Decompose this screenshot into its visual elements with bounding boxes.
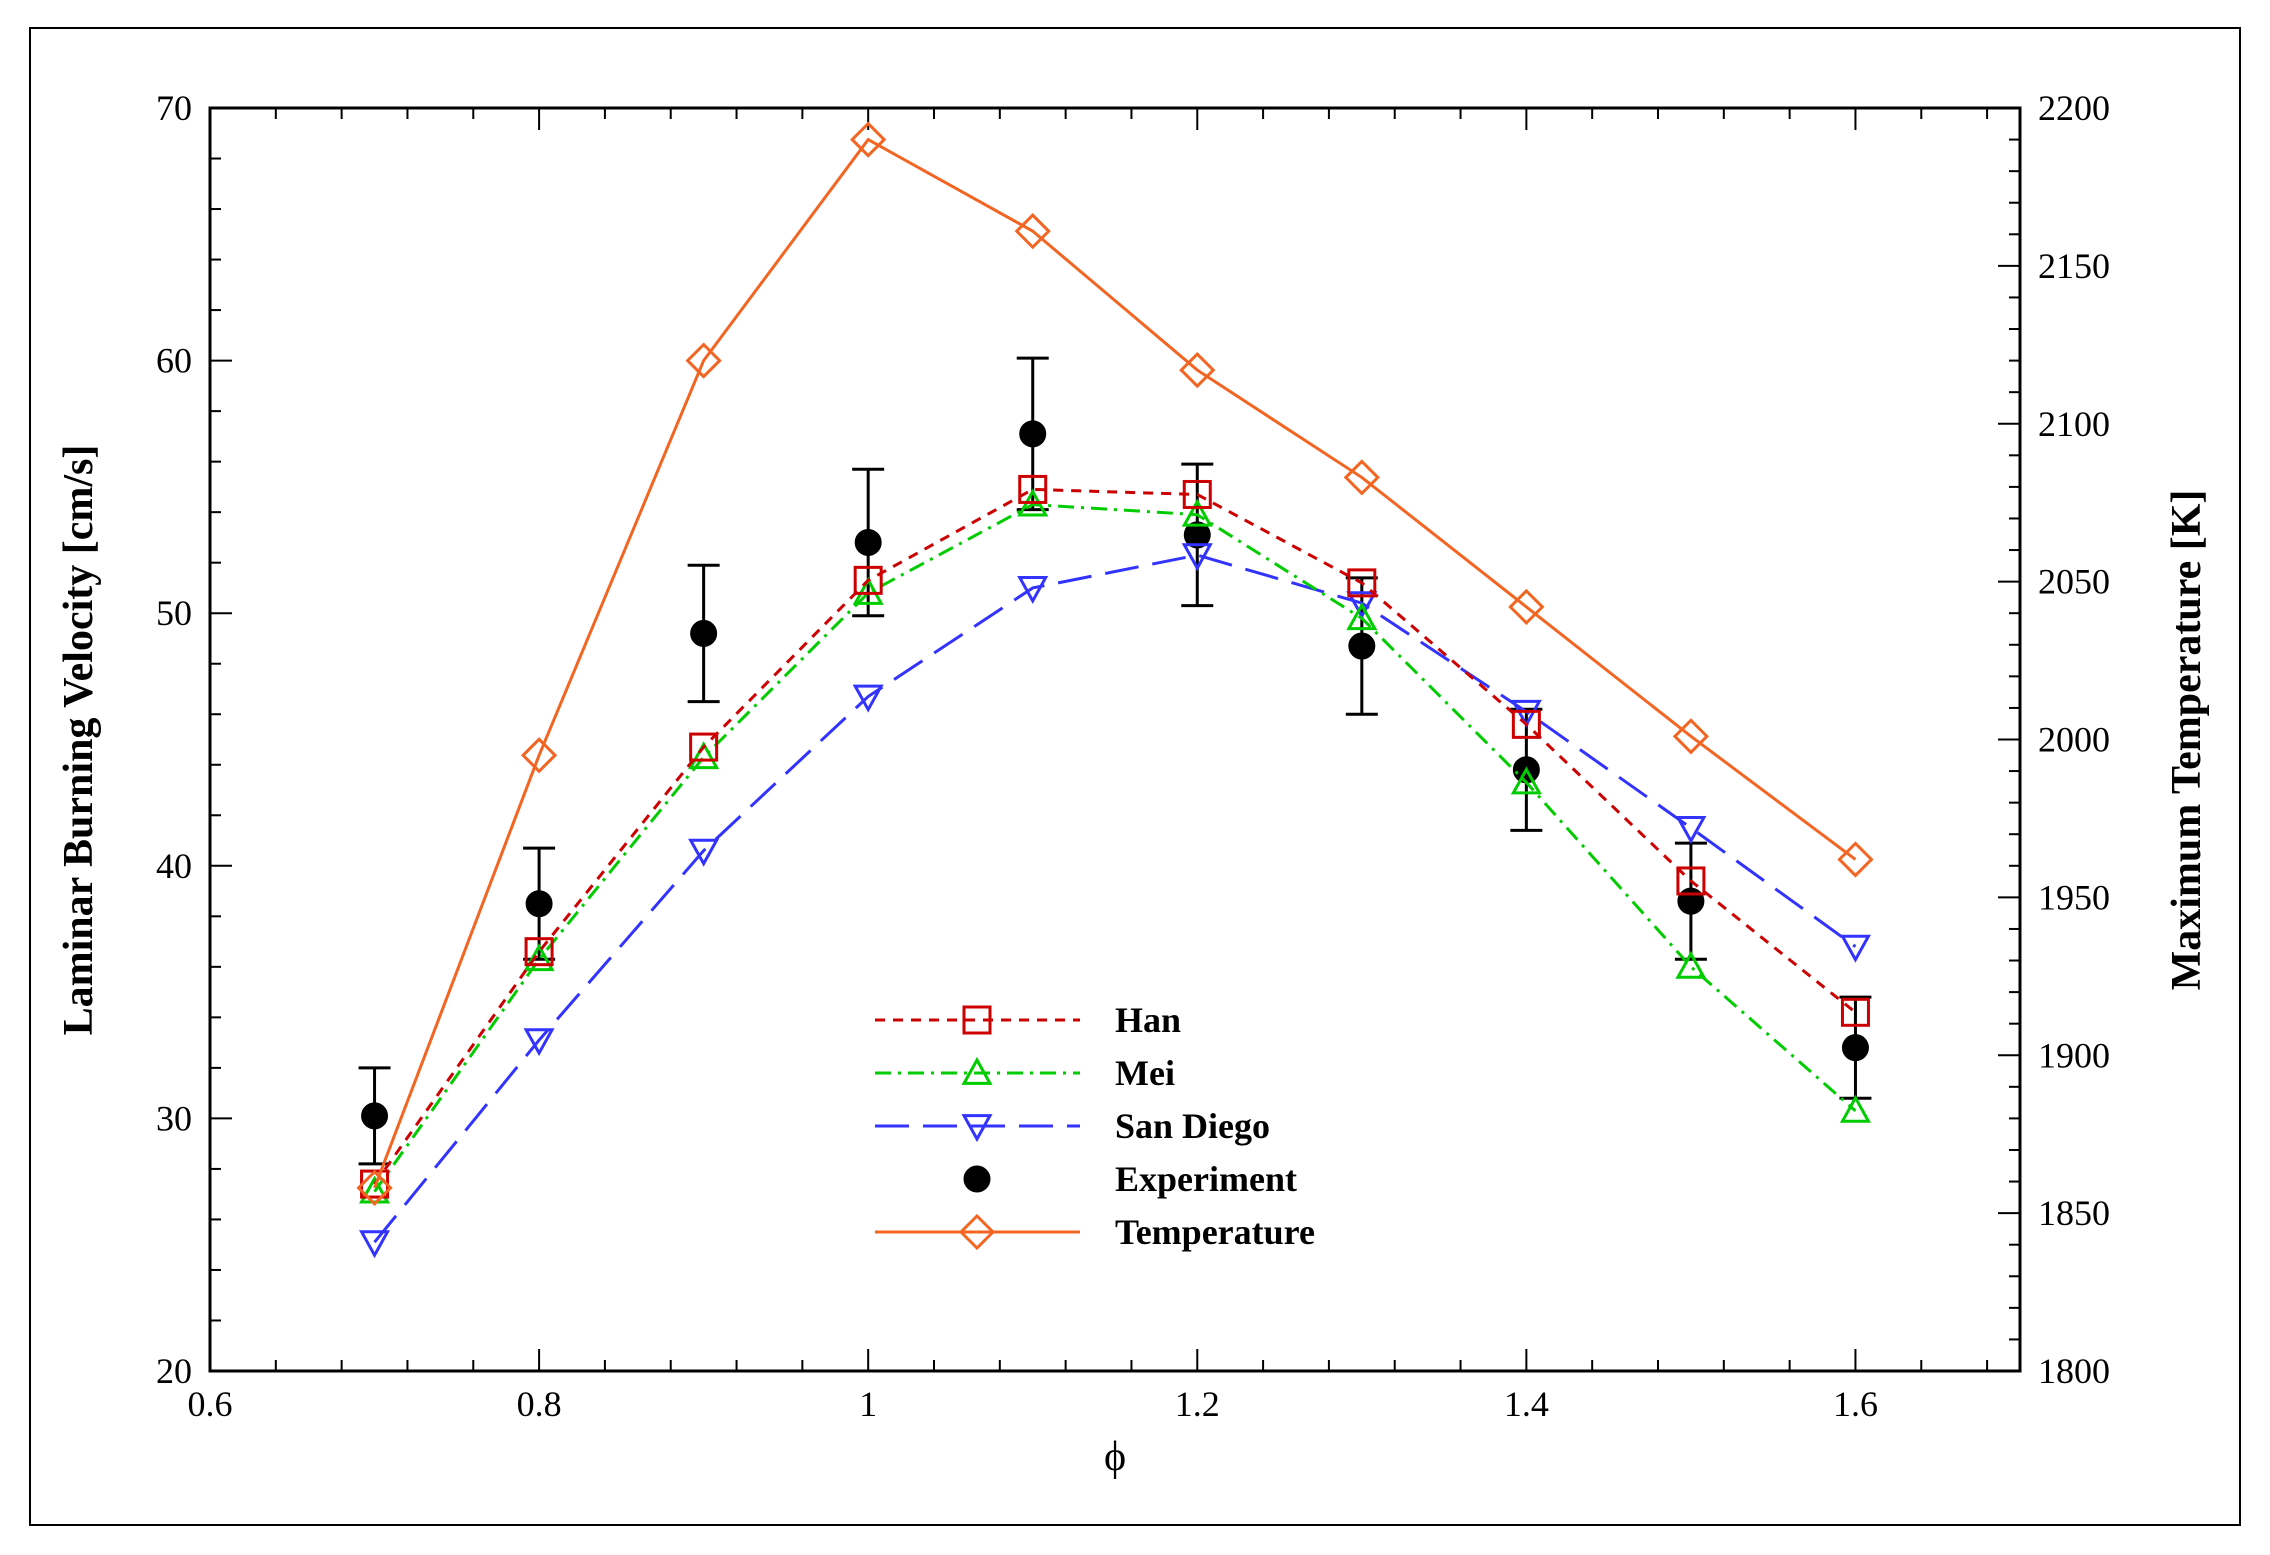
y-axis-left-title: Laminar Burning Velocity [cm/s] <box>56 445 102 1036</box>
mei-point <box>1181 498 1213 527</box>
han-point <box>1511 709 1541 739</box>
y-right-tick-label: 2050 <box>2038 562 2110 602</box>
temperature-point <box>1672 718 1710 755</box>
san-diego-point <box>1839 934 1872 963</box>
y-left-tick-label: 70 <box>156 88 192 128</box>
experiment-point <box>1348 632 1376 660</box>
han-point <box>853 565 883 595</box>
y-right-tick-label: 2150 <box>2038 246 2110 286</box>
series-han <box>360 474 1870 1199</box>
legend-entry-han: Han <box>875 1000 1181 1040</box>
mei-point <box>1346 602 1378 631</box>
temperature-point <box>520 737 558 774</box>
x-axis-title: ϕ <box>1104 1434 1126 1480</box>
han-point <box>1182 479 1212 509</box>
legend-marker <box>961 1056 993 1085</box>
legend-entry-mei: Mei <box>875 1053 1175 1093</box>
san-diego-point <box>688 838 720 867</box>
series-mei <box>358 488 1872 1204</box>
legend-entry-temperature: Temperature <box>875 1212 1315 1252</box>
san-diego-point <box>1346 591 1378 620</box>
legend-label: Temperature <box>1115 1212 1315 1252</box>
y-left-tick-label: 50 <box>156 593 192 633</box>
legend-label: Experiment <box>1115 1159 1297 1199</box>
experiment-point <box>1677 887 1705 915</box>
x-tick-label: 0.8 <box>517 1384 562 1424</box>
y-left-tick-label: 60 <box>156 341 192 381</box>
san-diego-point <box>1017 576 1049 605</box>
temperature-point <box>850 121 887 158</box>
legend-label: Han <box>1115 1000 1181 1040</box>
mei-point <box>852 576 884 605</box>
y-left-tick-label: 40 <box>156 846 192 886</box>
han-line <box>373 487 1857 1185</box>
experiment-point <box>854 528 882 556</box>
legend-label: Mei <box>1115 1053 1175 1093</box>
series-temperature <box>356 121 1874 1206</box>
mei-point <box>523 943 555 972</box>
y-axis-right-title: Maximum Temperature [K] <box>2164 490 2210 991</box>
experiment-point <box>361 1102 389 1130</box>
mei-line <box>373 503 1857 1193</box>
han-point <box>689 732 719 762</box>
y-left-tick-label: 30 <box>156 1098 192 1138</box>
figure-frame <box>29 27 2241 1526</box>
temperature-point <box>1014 213 1051 250</box>
san-diego-point <box>1510 699 1542 728</box>
temperature-point <box>1508 588 1545 626</box>
legend-label: San Diego <box>1115 1106 1270 1146</box>
experiment-point <box>1841 1034 1869 1062</box>
legend-marker <box>961 1114 993 1143</box>
x-tick-label: 1 <box>859 1384 877 1424</box>
legend-marker <box>963 1165 991 1193</box>
han-point <box>524 937 554 967</box>
temperature-point <box>685 342 722 379</box>
mei-point <box>1510 766 1542 795</box>
experiment-point <box>1019 420 1047 448</box>
mei-point <box>1839 1094 1872 1123</box>
legend-marker <box>962 1005 992 1035</box>
x-tick-label: 1.6 <box>1833 1384 1878 1424</box>
san-diego-point <box>1675 816 1707 844</box>
legend-entry-experiment: Experiment <box>963 1159 1297 1199</box>
y-right-tick-label: 2200 <box>2038 88 2110 128</box>
y-right-tick-label: 1850 <box>2038 1193 2110 1233</box>
series-san-diego <box>358 543 1872 1259</box>
x-tick-label: 0.6 <box>188 1384 233 1424</box>
series-experiment <box>358 356 1872 1166</box>
han-point <box>1840 997 1870 1027</box>
san-diego-line <box>373 553 1857 1244</box>
experiment-point <box>690 619 718 647</box>
x-tick-label: 1.4 <box>1504 1384 1549 1424</box>
san-diego-point <box>523 1028 555 1057</box>
experiment-point <box>525 890 553 918</box>
san-diego-point <box>358 1230 391 1259</box>
legend-marker <box>958 1213 996 1251</box>
y-right-tick-label: 2100 <box>2038 404 2110 444</box>
temperature-point <box>356 1169 393 1206</box>
mei-point <box>1675 950 1707 979</box>
temperature-point <box>1179 351 1216 389</box>
han-point <box>1018 474 1048 504</box>
mei-point <box>688 741 720 770</box>
san-diego-point <box>852 684 884 713</box>
legend-entry-san-diego: San Diego <box>875 1106 1270 1146</box>
temperature-point <box>1343 459 1380 496</box>
experiment-point <box>1183 521 1211 549</box>
han-point <box>1676 866 1706 896</box>
temperature-point <box>1837 841 1874 878</box>
temperature-line <box>373 137 1857 1189</box>
san-diego-point <box>1181 543 1213 572</box>
han-point <box>1347 568 1377 598</box>
y-right-tick-label: 1800 <box>2038 1351 2110 1391</box>
x-tick-label: 1.2 <box>1175 1384 1220 1424</box>
y-right-tick-label: 1950 <box>2038 877 2110 917</box>
y-right-tick-label: 2000 <box>2038 720 2110 760</box>
y-right-tick-label: 1900 <box>2038 1035 2110 1075</box>
y-left-tick-label: 20 <box>156 1351 192 1391</box>
